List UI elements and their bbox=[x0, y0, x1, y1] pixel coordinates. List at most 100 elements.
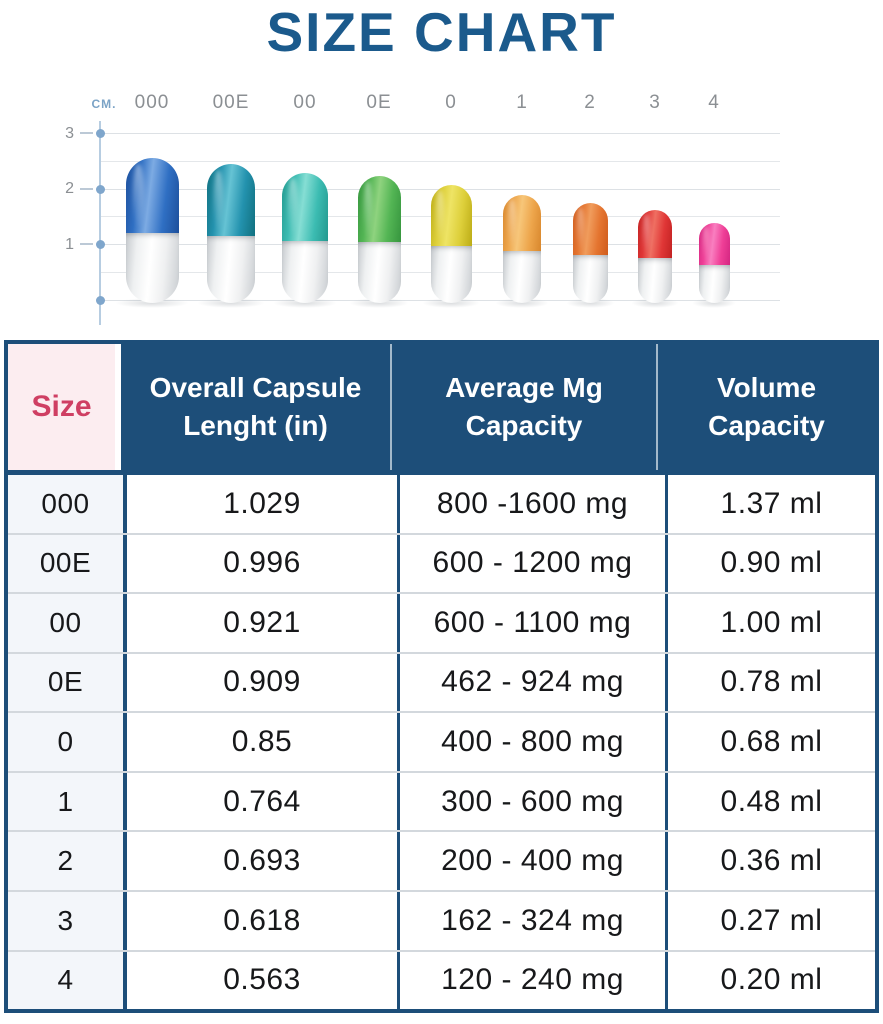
cell-mg: 120 - 240 mg bbox=[400, 951, 668, 1010]
gridline bbox=[100, 161, 780, 162]
table-row: 0 0.85 400 - 800 mg 0.68 ml bbox=[8, 711, 875, 771]
cell-length: 0.996 bbox=[127, 534, 400, 593]
capsule-shadow bbox=[422, 298, 480, 308]
y-tick-label-1: 1 bbox=[65, 236, 74, 253]
cell-length: 0.85 bbox=[127, 713, 400, 771]
capsule bbox=[430, 185, 472, 303]
cell-size: 00E bbox=[8, 534, 127, 593]
capsule-size-diagram: CM. 3 2 1 000 00E 00 0E 0 1 2 3 4 bbox=[0, 85, 883, 335]
capsule bbox=[638, 210, 672, 303]
header-cell-length: Overall Capsule Lenght (in) bbox=[121, 344, 392, 470]
size-table: Size Overall Capsule Lenght (in) Average… bbox=[4, 340, 879, 1013]
y-tick-label-3: 3 bbox=[65, 125, 74, 142]
cell-volume: 1.37 ml bbox=[720, 486, 823, 520]
cell-volume: 0.36 ml bbox=[720, 844, 823, 878]
cell-length: 0.693 bbox=[127, 832, 400, 890]
table-row: 2 0.693 200 - 400 mg 0.36 ml bbox=[8, 830, 875, 890]
capsule-size-label: 0E bbox=[366, 92, 392, 113]
capsule-size-label: 00E bbox=[212, 92, 250, 113]
capsule-cap-half bbox=[357, 176, 401, 243]
table-row: 4 0.563 120 - 240 mg 0.20 ml bbox=[8, 949, 875, 1010]
capsule-size-label: 00 bbox=[293, 92, 317, 113]
cell-size: 1 bbox=[8, 772, 127, 831]
capsule-body-half bbox=[503, 251, 541, 303]
capsule-shadow bbox=[272, 298, 338, 308]
cell-length: 0.921 bbox=[127, 594, 400, 652]
capsule-shadow bbox=[348, 298, 410, 308]
capsule-shadow bbox=[631, 298, 679, 308]
y-tick-dash bbox=[80, 132, 93, 134]
capsule bbox=[503, 195, 541, 303]
cell-mg: 400 - 800 mg bbox=[400, 713, 668, 771]
cell-mg: 300 - 600 mg bbox=[400, 772, 668, 831]
cell-size: 3 bbox=[8, 891, 127, 950]
cell-length: 0.909 bbox=[127, 653, 400, 712]
cell-volume: 0.27 ml bbox=[720, 903, 823, 937]
cell-size: 4 bbox=[8, 951, 127, 1010]
capsule-size-label: 2 bbox=[584, 92, 596, 113]
capsule bbox=[125, 158, 179, 303]
cell-mg: 162 - 324 mg bbox=[400, 891, 668, 950]
header-cell-volume: Volume Capacity bbox=[658, 344, 875, 470]
capsule-shadow bbox=[114, 298, 190, 308]
page-title: SIZE CHART bbox=[266, 1, 617, 63]
table-row: 000 1.029 800 -1600 mg 1.37 ml bbox=[8, 475, 875, 533]
cell-mg: 600 - 1100 mg bbox=[400, 594, 668, 652]
capsule bbox=[572, 203, 608, 303]
axis-dot bbox=[95, 184, 105, 194]
table-row: 1 0.764 300 - 600 mg 0.48 ml bbox=[8, 770, 875, 831]
capsule-body-half bbox=[638, 258, 672, 303]
capsule-body-half bbox=[698, 264, 730, 303]
capsule-body-half bbox=[282, 240, 328, 303]
capsule-body-half bbox=[430, 246, 472, 303]
cell-volume: 0.68 ml bbox=[720, 725, 823, 759]
capsule bbox=[698, 223, 730, 303]
size-table-body: 000 1.029 800 -1600 mg 1.37 ml 00E 0.996… bbox=[8, 475, 875, 1010]
capsule-size-label: 000 bbox=[134, 92, 170, 113]
cell-length: 0.563 bbox=[127, 951, 400, 1010]
capsule-size-label: 1 bbox=[516, 92, 528, 113]
cell-volume: 0.20 ml bbox=[720, 963, 823, 997]
capsule-body-half bbox=[357, 242, 401, 303]
capsule-cap-half bbox=[207, 164, 255, 237]
capsule-size-label: 3 bbox=[649, 92, 661, 113]
cell-volume: 0.90 ml bbox=[720, 546, 823, 580]
cell-length: 0.764 bbox=[127, 772, 400, 831]
y-tick-dash bbox=[80, 188, 93, 190]
cell-length: 0.618 bbox=[127, 891, 400, 950]
capsule-shadow bbox=[692, 298, 736, 308]
cm-unit-label: CM. bbox=[91, 97, 117, 111]
header-body-divider bbox=[8, 470, 875, 475]
cell-length: 1.029 bbox=[127, 475, 400, 533]
header-cell-size: Size bbox=[8, 344, 121, 470]
table-row: 0E 0.909 462 - 924 mg 0.78 ml bbox=[8, 651, 875, 712]
capsule-size-label: 4 bbox=[708, 92, 720, 113]
cell-size: 000 bbox=[8, 475, 127, 533]
y-tick-label-2: 2 bbox=[65, 180, 74, 197]
capsule-size-label: 0 bbox=[445, 92, 457, 113]
y-tick-dash bbox=[80, 243, 93, 245]
cell-volume: 0.48 ml bbox=[720, 784, 823, 818]
axis-dot bbox=[95, 239, 105, 249]
cell-volume: 0.78 ml bbox=[720, 665, 823, 699]
axis-dot bbox=[95, 128, 105, 138]
table-row: 00E 0.996 600 - 1200 mg 0.90 ml bbox=[8, 532, 875, 593]
gridline bbox=[100, 133, 780, 134]
capsule-cap-half bbox=[503, 195, 541, 252]
cell-mg: 600 - 1200 mg bbox=[400, 534, 668, 593]
cell-size: 2 bbox=[8, 832, 127, 890]
axis-dot bbox=[95, 295, 105, 305]
capsule-body-half bbox=[125, 233, 179, 303]
capsule bbox=[207, 164, 255, 303]
capsule-cap-half bbox=[282, 173, 328, 241]
cell-volume: 1.00 ml bbox=[720, 605, 823, 639]
cell-mg: 200 - 400 mg bbox=[400, 832, 668, 890]
capsule-body-half bbox=[207, 236, 255, 303]
capsule-shadow bbox=[495, 298, 549, 308]
capsule bbox=[357, 176, 401, 303]
capsule-body-half bbox=[572, 255, 608, 303]
capsule-cap-half bbox=[430, 185, 472, 247]
table-row: 3 0.618 162 - 324 mg 0.27 ml bbox=[8, 889, 875, 950]
y-axis-line bbox=[99, 121, 101, 325]
